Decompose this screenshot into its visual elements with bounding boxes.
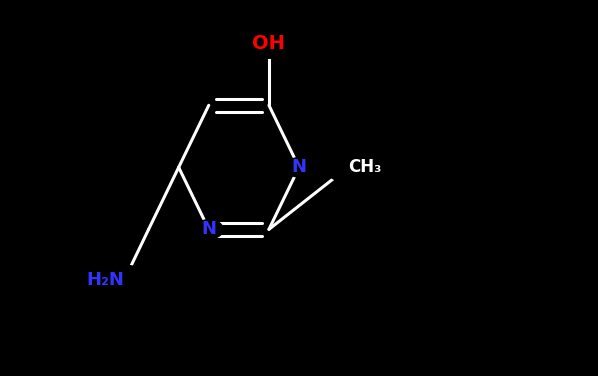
Ellipse shape: [246, 28, 291, 58]
Ellipse shape: [325, 152, 370, 182]
Text: N: N: [202, 220, 216, 238]
Text: OH: OH: [252, 34, 285, 53]
Ellipse shape: [285, 158, 313, 177]
Text: H₂N: H₂N: [86, 271, 124, 289]
Ellipse shape: [102, 265, 147, 295]
Ellipse shape: [194, 220, 223, 239]
Text: N: N: [291, 158, 307, 176]
Text: CH₃: CH₃: [348, 158, 382, 176]
